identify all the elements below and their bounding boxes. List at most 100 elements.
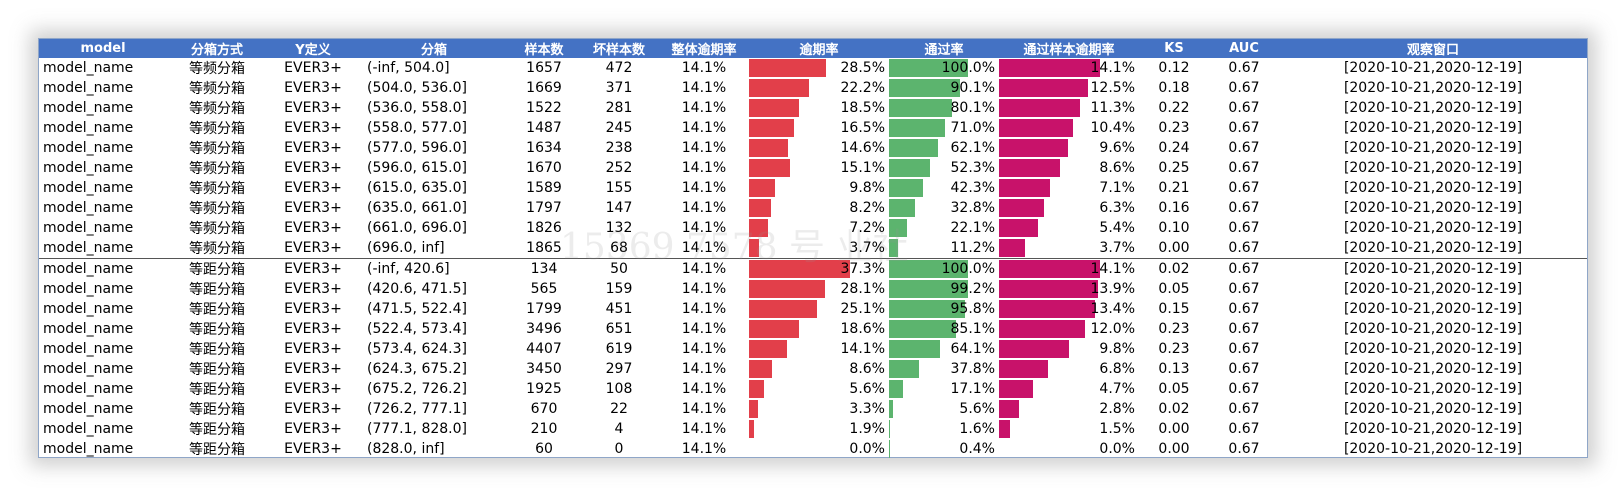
cell-model: model_name <box>43 361 134 377</box>
cell-pass-overdue-rate-label: 0.0% <box>1099 441 1135 457</box>
cell-auc: 0.67 <box>1228 401 1260 417</box>
table-row[interactable]: model_name 等距分箱 EVER3+ (471.5, 522.4] 1799 45… <box>39 299 1587 319</box>
cell-overdue-rate-bar <box>749 79 809 97</box>
table-row[interactable]: model_name 等频分箱 EVER3+ (596.0, 615.0] 1670 25… <box>39 158 1587 178</box>
cell-sample-count: 1634 <box>526 140 562 156</box>
table-row[interactable]: model_name 等频分箱 EVER3+ (615.0, 635.0] 1589 15… <box>39 178 1587 198</box>
cell-ydef: EVER3+ <box>284 220 342 236</box>
cell-pass-overdue-rate-label: 8.6% <box>1099 160 1135 176</box>
cell-pass-rate: 62.1% <box>889 138 999 158</box>
cell-model: model_name <box>43 240 134 256</box>
cell-overdue-rate-bar <box>749 59 827 77</box>
cell-sample-count: 210 <box>530 421 558 437</box>
cell-auc: 0.67 <box>1228 441 1260 457</box>
cell-pass-overdue-rate: 12.0% <box>999 319 1139 339</box>
cell-ydef: EVER3+ <box>284 140 342 156</box>
cell-overall-rate: 14.1% <box>681 180 727 196</box>
cell-overdue-rate-label: 18.5% <box>840 100 885 116</box>
cell-ydef: EVER3+ <box>284 421 342 437</box>
cell-ks: 0.23 <box>1158 341 1190 357</box>
cell-sample-count: 565 <box>530 281 558 297</box>
cell-method: 等距分箱 <box>189 442 245 458</box>
cell-overdue-rate-bar <box>749 420 755 438</box>
header-pass-overdue-rate[interactable]: 通过样本逾期率 <box>1023 43 1115 58</box>
cell-bad-count: 155 <box>605 180 633 196</box>
cell-overdue-rate-bar <box>749 380 765 398</box>
cell-model: model_name <box>43 301 134 317</box>
header-bad-count[interactable]: 坏样本数 <box>592 43 645 58</box>
cell-pass-rate-label: 11.2% <box>950 240 995 256</box>
header-overall-rate[interactable]: 整体逾期率 <box>671 43 737 58</box>
cell-bad-count: 245 <box>605 120 633 136</box>
header-window[interactable]: 观察窗口 <box>1406 43 1459 58</box>
cell-pass-rate-label: 90.1% <box>950 80 995 96</box>
cell-bad-count: 4 <box>614 421 624 437</box>
table-row[interactable]: model_name 等频分箱 EVER3+ (661.0, 696.0] 1826 13… <box>39 218 1587 238</box>
header-pass-rate[interactable]: 通过率 <box>924 43 964 58</box>
cell-window: [2020-10-21,2020-12-19] <box>1343 421 1523 437</box>
header-model[interactable]: model <box>80 41 126 56</box>
cell-bin: (675.2, 726.2] <box>367 381 467 397</box>
table-row[interactable]: model_name 等距分箱 EVER3+ (-inf, 420.6] 134 50 14… <box>39 258 1587 279</box>
table-row[interactable]: model_name 等频分箱 EVER3+ (536.0, 558.0] 1522 28… <box>39 98 1587 118</box>
header-ydef[interactable]: Y定义 <box>295 43 331 58</box>
header-auc[interactable]: AUC <box>1229 41 1259 56</box>
cell-bin: (471.5, 522.4] <box>367 301 467 317</box>
cell-pass-overdue-rate: 13.4% <box>999 299 1139 319</box>
cell-sample-count: 1925 <box>526 381 562 397</box>
cell-method: 等频分箱 <box>189 101 245 117</box>
table-row[interactable]: model_name 等距分箱 EVER3+ (573.4, 624.3] 4407 61… <box>39 339 1587 359</box>
cell-overall-rate: 14.1% <box>681 160 727 176</box>
cell-pass-rate-label: 100.0% <box>941 60 995 76</box>
cell-auc: 0.67 <box>1228 240 1260 256</box>
cell-window: [2020-10-21,2020-12-19] <box>1343 180 1523 196</box>
cell-pass-rate-label: 0.4% <box>959 441 995 457</box>
table-row[interactable]: model_name 等距分箱 EVER3+ (420.6, 471.5] 565 159… <box>39 279 1587 299</box>
cell-window: [2020-10-21,2020-12-19] <box>1343 401 1523 417</box>
cell-window: [2020-10-21,2020-12-19] <box>1343 60 1523 76</box>
table-row[interactable]: model_name 等频分箱 EVER3+ (696.0, inf] 1865 68 14… <box>39 238 1587 259</box>
cell-pass-overdue-rate: 1.5% <box>999 419 1139 439</box>
table-row[interactable]: model_name 等距分箱 EVER3+ (726.2, 777.1] 670 22 1… <box>39 399 1587 419</box>
cell-overdue-rate: 14.6% <box>749 138 889 158</box>
cell-pass-overdue-rate-label: 5.4% <box>1099 220 1135 236</box>
cell-bin: (420.6, 471.5] <box>367 281 467 297</box>
cell-ydef: EVER3+ <box>284 80 342 96</box>
table-row[interactable]: model_name 等频分箱 EVER3+ (-inf, 504.0] 1657 472… <box>39 58 1587 78</box>
cell-sample-count: 4407 <box>526 341 562 357</box>
table-row[interactable]: model_name 等距分箱 EVER3+ (522.4, 573.4] 3496 65… <box>39 319 1587 339</box>
cell-ydef: EVER3+ <box>284 160 342 176</box>
cell-ks: 0.05 <box>1158 381 1190 397</box>
header-sample-count[interactable]: 样本数 <box>524 43 564 58</box>
cell-bin: (635.0, 661.0] <box>367 200 467 216</box>
cell-pass-overdue-rate-bar <box>999 139 1068 157</box>
cell-pass-rate: 42.3% <box>889 178 999 198</box>
table-row[interactable]: model_name 等距分箱 EVER3+ (675.2, 726.2] 1925 10… <box>39 379 1587 399</box>
table-row[interactable]: model_name 等频分箱 EVER3+ (635.0, 661.0] 1797 14… <box>39 198 1587 218</box>
cell-pass-overdue-rate: 10.4% <box>999 118 1139 138</box>
header-method[interactable]: 分箱方式 <box>190 43 243 58</box>
cell-pass-overdue-rate-bar <box>999 280 1099 298</box>
cell-bin: (558.0, 577.0] <box>367 120 467 136</box>
table-row[interactable]: model_name 等距分箱 EVER3+ (624.3, 675.2] 3450 29… <box>39 359 1587 379</box>
table-row[interactable]: model_name 等频分箱 EVER3+ (558.0, 577.0] 1487 24… <box>39 118 1587 138</box>
cell-ks: 0.18 <box>1158 80 1190 96</box>
cell-pass-rate-label: 80.1% <box>950 100 995 116</box>
table-row[interactable]: model_name 等频分箱 EVER3+ (504.0, 536.0] 1669 37… <box>39 78 1587 98</box>
table-row[interactable]: model_name 等距分箱 EVER3+ (828.0, inf] 60 0 14.1%… <box>39 439 1587 459</box>
binning-report-table-frame: model 分箱方式 Y定义 分箱 样本数 坏样本数 整体逾期率 逾期率 通过率… <box>38 38 1588 458</box>
header-ks[interactable]: KS <box>1164 41 1184 56</box>
cell-pass-rate: 1.6% <box>889 419 999 439</box>
cell-model: model_name <box>43 180 134 196</box>
cell-sample-count: 1797 <box>526 200 562 216</box>
table-row[interactable]: model_name 等距分箱 EVER3+ (777.1, 828.0] 210 4 14… <box>39 419 1587 439</box>
cell-sample-count: 670 <box>530 401 558 417</box>
cell-ydef: EVER3+ <box>284 321 342 337</box>
table-row[interactable]: model_name 等频分箱 EVER3+ (577.0, 596.0] 1634 23… <box>39 138 1587 158</box>
cell-pass-overdue-rate-bar <box>999 320 1085 338</box>
cell-method: 等频分箱 <box>189 141 245 157</box>
header-bin[interactable]: 分箱 <box>420 43 447 58</box>
cell-ydef: EVER3+ <box>284 200 342 216</box>
header-overdue-rate[interactable]: 逾期率 <box>799 43 839 58</box>
cell-pass-rate-label: 95.8% <box>950 301 995 317</box>
